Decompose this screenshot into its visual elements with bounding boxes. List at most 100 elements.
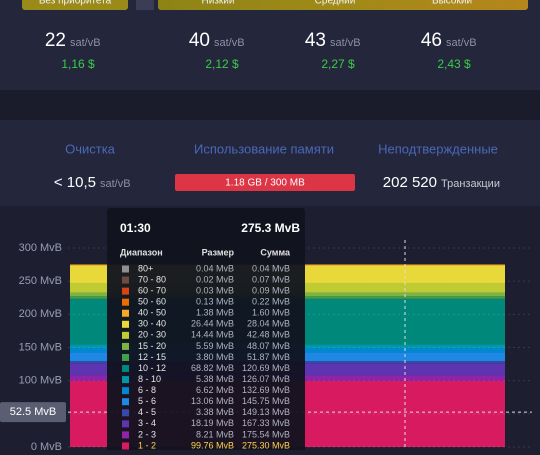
sum-label: 132.69 MvB xyxy=(242,385,290,395)
size-label: 3.38 MvB xyxy=(196,407,234,417)
range-label: 20 - 30 xyxy=(138,330,166,340)
fee-unit: sat/vB xyxy=(70,37,101,49)
y-tick-label: 250 MvB xyxy=(19,275,62,287)
legend-swatch xyxy=(122,376,129,383)
range-label: 6 - 8 xyxy=(138,385,156,395)
sum-label: 275.30 MvB xyxy=(242,440,290,450)
legend-swatch xyxy=(122,398,129,405)
range-label: 30 - 40 xyxy=(138,319,166,329)
sum-label: 145.75 MvB xyxy=(242,396,290,406)
tooltip-header: Диапазон xyxy=(120,247,163,257)
sum-label: 0.09 MvB xyxy=(252,285,290,295)
size-label: 99.76 MvB xyxy=(191,440,234,450)
fee-rate: 22 xyxy=(45,30,66,51)
size-label: 5.38 MvB xyxy=(196,374,234,384)
sum-label: 0.07 MvB xyxy=(252,274,290,284)
fee-rate: 46 xyxy=(421,30,442,51)
separator xyxy=(136,0,154,10)
legend-swatch xyxy=(122,277,129,284)
size-label: 1.38 MvB xyxy=(196,308,234,318)
size-label: 18.19 MvB xyxy=(191,418,234,428)
stat-label: Использование памяти xyxy=(194,141,334,156)
size-label: 3.80 MvB xyxy=(196,352,234,362)
range-label: 8 - 10 xyxy=(138,374,161,384)
range-label: 10 - 12 xyxy=(138,363,166,373)
sum-label: 1.60 MvB xyxy=(252,308,290,318)
size-label: 5.59 MvB xyxy=(196,341,234,351)
priority-label: Средний xyxy=(315,0,356,7)
fee-unit: sat/vB xyxy=(446,37,477,49)
fee-usd: 2,43 $ xyxy=(437,57,471,71)
sum-label: 0.04 MvB xyxy=(252,263,290,273)
sum-label: 120.69 MvB xyxy=(242,363,290,373)
range-label: 1 - 2 xyxy=(138,440,156,450)
y-tick-label: 100 MvB xyxy=(19,375,62,387)
range-label: 2 - 3 xyxy=(138,429,156,439)
fee-usd: 2,12 $ xyxy=(205,57,239,71)
size-label: 6.62 MvB xyxy=(196,385,234,395)
tooltip-time: 01:30 xyxy=(120,221,151,235)
range-label: 40 - 50 xyxy=(138,308,166,318)
y-tick-label: 0 MvB xyxy=(31,441,62,450)
sum-label: 149.13 MvB xyxy=(242,407,290,417)
fee-usd: 2,27 $ xyxy=(321,57,355,71)
sum-label: 28.04 MvB xyxy=(247,319,290,329)
priority-label: Низкий xyxy=(202,0,235,7)
spacer xyxy=(0,90,540,120)
legend-swatch xyxy=(122,420,129,427)
sum-label: 126.07 MvB xyxy=(242,374,290,384)
legend-swatch xyxy=(122,442,129,449)
legend-swatch xyxy=(122,310,129,317)
size-label: 0.04 MvB xyxy=(196,263,234,273)
priority-label: Высокий xyxy=(432,0,472,7)
legend-swatch xyxy=(122,299,129,306)
stat-label: Очистка xyxy=(65,141,116,156)
legend-swatch xyxy=(122,365,129,372)
legend-swatch xyxy=(122,387,129,394)
size-label: 0.13 MvB xyxy=(196,297,234,307)
size-label: 8.21 MvB xyxy=(196,429,234,439)
stats-panel xyxy=(0,120,540,206)
size-label: 13.06 MvB xyxy=(191,396,234,406)
legend-swatch xyxy=(122,354,129,361)
size-label: 26.44 MvB xyxy=(191,319,234,329)
legend-swatch xyxy=(122,332,129,339)
range-label: 60 - 70 xyxy=(138,285,166,295)
tooltip-header: Размер xyxy=(202,247,235,257)
fee-unit: sat/vB xyxy=(214,37,245,49)
range-label: 4 - 5 xyxy=(138,407,156,417)
legend-swatch xyxy=(122,266,129,273)
sum-label: 167.33 MvB xyxy=(242,418,290,428)
stat-label: Неподтвержденные xyxy=(378,141,498,156)
sum-label: 42.48 MvB xyxy=(247,330,290,340)
stat-value: 202 520 xyxy=(383,174,437,191)
sum-label: 175.54 MvB xyxy=(242,429,290,439)
size-label: 14.44 MvB xyxy=(191,330,234,340)
legend-swatch xyxy=(122,288,129,295)
y-tick-label: 150 MvB xyxy=(19,341,62,353)
range-label: 15 - 20 xyxy=(138,341,166,351)
sum-label: 51.87 MvB xyxy=(247,352,290,362)
sum-label: 0.22 MvB xyxy=(252,297,290,307)
fee-usd: 1,16 $ xyxy=(61,57,95,71)
fee-rate: 43 xyxy=(305,30,326,51)
size-label: 0.02 MvB xyxy=(196,274,234,284)
fee-unit: sat/vB xyxy=(330,37,361,49)
stat-unit: Транзакции xyxy=(441,178,500,190)
stat-value: 1.18 GB / 300 MB xyxy=(225,178,305,189)
hover-label: 52.5 MvB xyxy=(10,406,56,418)
sum-label: 48.07 MvB xyxy=(247,341,290,351)
size-label: 0.03 MvB xyxy=(196,285,234,295)
range-label: 12 - 15 xyxy=(138,352,166,362)
legend-swatch xyxy=(122,321,129,328)
size-label: 68.82 MvB xyxy=(191,363,234,373)
priority-label: Без приоритета xyxy=(39,0,112,7)
range-label: 50 - 60 xyxy=(138,297,166,307)
range-label: 70 - 80 xyxy=(138,274,166,284)
legend-swatch xyxy=(122,343,129,350)
range-label: 3 - 4 xyxy=(138,418,156,428)
tooltip-header: Сумма xyxy=(260,247,291,257)
y-tick-label: 300 MvB xyxy=(19,242,62,254)
